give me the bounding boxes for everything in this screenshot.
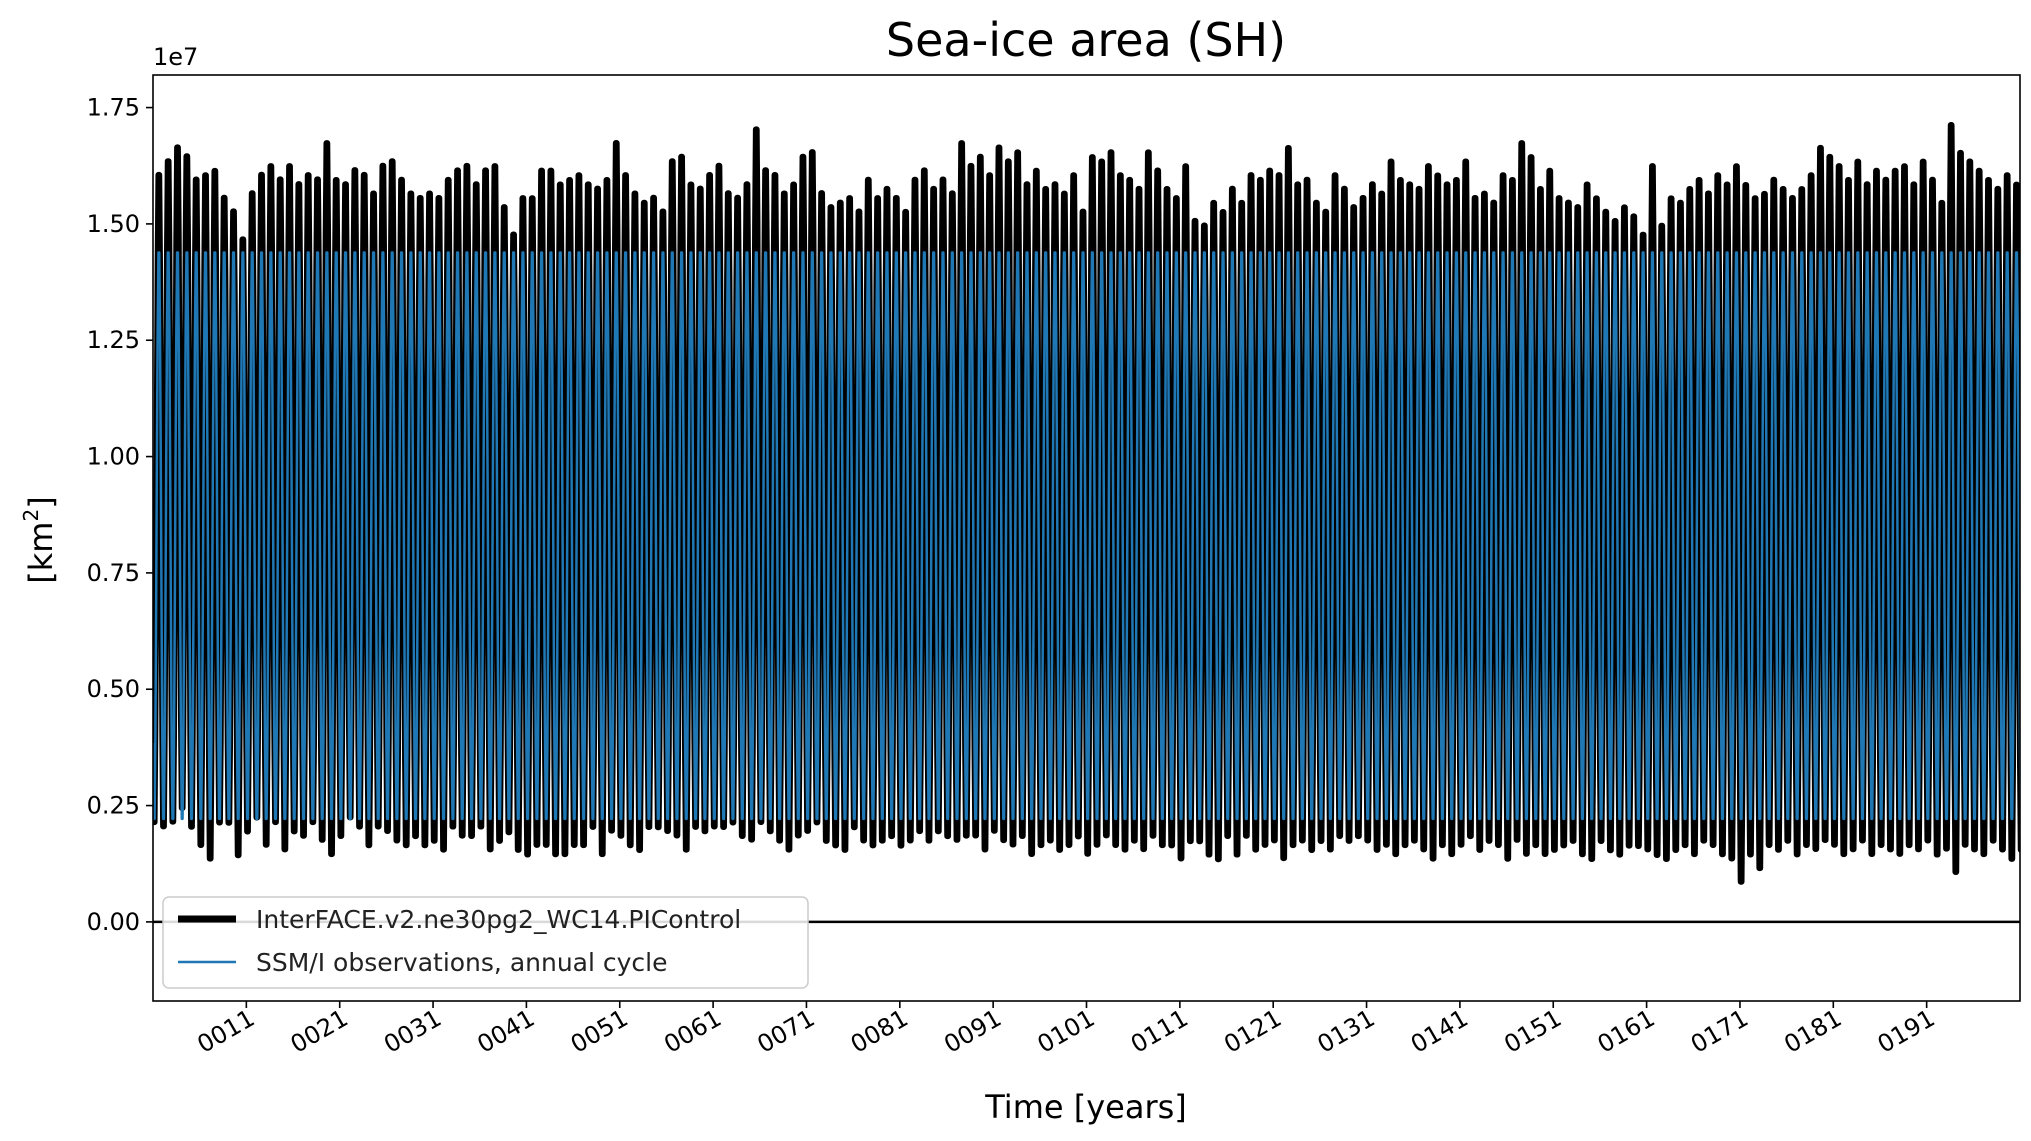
y-tick-label: 1.75: [87, 94, 140, 122]
chart-title: Sea-ice area (SH): [886, 13, 1286, 67]
y-tick-label: 0.75: [87, 559, 140, 587]
x-tick-label: 0091: [939, 1004, 1006, 1059]
x-tick-label: 0061: [659, 1004, 726, 1059]
y-tick-label: 1.25: [87, 326, 140, 354]
legend-label-observations: SSM/I observations, annual cycle: [256, 948, 668, 977]
x-tick-label: 0101: [1033, 1004, 1100, 1059]
x-tick-label: 0071: [753, 1004, 820, 1059]
series-line-observations: [153, 251, 2020, 821]
x-tick-label: 0161: [1593, 1004, 1660, 1059]
y-tick-label: 1.00: [87, 443, 140, 471]
y-tick-label: 0.50: [87, 675, 140, 703]
x-tick-label: 0141: [1406, 1004, 1473, 1059]
y-axis-ticks: 0.00 0.25 0.50 0.75 1.00 1.25 1.50 1.75: [87, 94, 153, 936]
x-tick-label: 0051: [566, 1004, 633, 1059]
x-tick-label: 0181: [1779, 1004, 1846, 1059]
legend-label-model: InterFACE.v2.ne30pg2_WC14.PIControl: [256, 905, 741, 934]
x-tick-label: 0131: [1313, 1004, 1380, 1059]
y-axis-label-superscript: 2: [19, 509, 43, 522]
y-tick-label: 0.00: [87, 908, 140, 936]
x-tick-label: 0021: [286, 1004, 353, 1059]
x-tick-label: 0111: [1126, 1004, 1193, 1059]
y-axis-label-close: ]: [22, 496, 60, 508]
x-tick-label: 0151: [1499, 1004, 1566, 1059]
y-offset-label: 1e7: [153, 43, 198, 71]
x-tick-label: 0081: [846, 1004, 913, 1059]
legend-box: [162, 896, 809, 989]
y-axis-label: [km2]: [19, 496, 60, 583]
y-tick-label: 1.50: [87, 210, 140, 238]
x-tick-label: 0171: [1686, 1004, 1753, 1059]
x-axis-label: Time [years]: [984, 1088, 1187, 1126]
x-tick-label: 0041: [473, 1004, 540, 1059]
legend: InterFACE.v2.ne30pg2_WC14.PIControl SSM/…: [162, 896, 809, 989]
x-axis-ticks: 0011 0021 0031 0041 0051 0061 0071 0081 0091 0101…: [192, 1001, 1940, 1059]
x-tick-label: 0121: [1219, 1004, 1286, 1059]
series-group: [153, 121, 2020, 885]
x-tick-label: 0031: [379, 1004, 446, 1059]
y-tick-label: 0.25: [87, 792, 140, 820]
y-axis-label-main: [km: [22, 522, 60, 584]
x-tick-label: 0191: [1873, 1004, 1940, 1059]
plot-area: [153, 121, 2020, 924]
x-tick-label: 0011: [192, 1004, 259, 1059]
plot-frame: [152, 74, 2021, 1002]
